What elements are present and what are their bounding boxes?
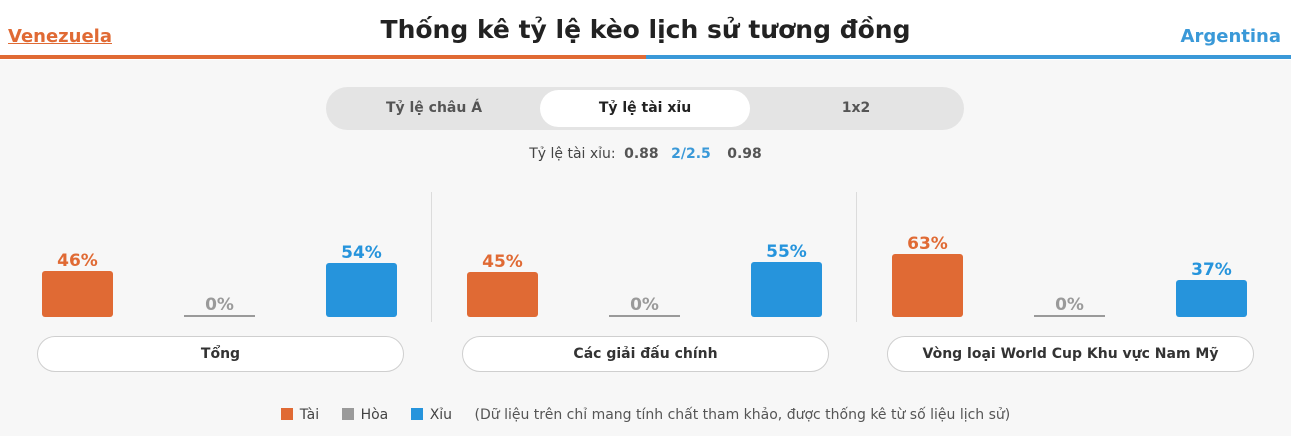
chart-major-leagues-title[interactable]: Các giải đấu chính [462, 336, 829, 372]
legend-item-over: Tài [280, 407, 319, 423]
bar-draw [1034, 315, 1105, 317]
legend-item-under: Xỉu [410, 407, 452, 423]
home-team-link[interactable]: Venezuela [8, 26, 112, 47]
chart-panel-wc-qualifiers: 63% 0% 37% Vòng loại World Cup Khu vực Nam… [882, 190, 1274, 380]
bar-over [467, 272, 538, 317]
bar-label-draw: 0% [205, 295, 234, 315]
chart-wc-qualifiers: 63% 0% 37% [892, 234, 1247, 317]
bar-over [42, 271, 113, 317]
bar-label-draw: 0% [630, 295, 659, 315]
legend-swatch-over [280, 408, 293, 420]
bar-draw [609, 315, 680, 317]
bar-label-over: 46% [57, 251, 98, 271]
chart-major-leagues: 45% 0% 55% [467, 242, 822, 317]
chart-total-title[interactable]: Tổng [37, 336, 404, 372]
bar-under [751, 262, 822, 317]
odds-label: Tỷ lệ tài xỉu: [529, 146, 616, 162]
panel-divider [431, 192, 432, 322]
legend-swatch-draw [341, 408, 354, 420]
legend-note: (Dữ liệu trên chỉ mang tính chất tham kh… [474, 407, 1011, 423]
bar-draw [184, 315, 255, 317]
chart-total: 46% 0% 54% [42, 243, 397, 317]
odds-under-value: 0.98 [727, 146, 762, 162]
odds-handicap-line: 2/2.5 [671, 146, 711, 162]
odds-line: Tỷ lệ tài xỉu: 0.88 2/2.5 0.98 [0, 146, 1291, 162]
odds-type-tabs: Tỷ lệ châu Á Tỷ lệ tài xỉu 1x2 [326, 87, 964, 130]
bar-label-under: 37% [1191, 260, 1232, 280]
away-color-bar [646, 55, 1291, 59]
legend-swatch-under [410, 408, 423, 420]
tab-over-under[interactable]: Tỷ lệ tài xỉu [540, 90, 750, 127]
legend-item-draw: Hòa [341, 407, 388, 423]
bar-label-under: 54% [341, 243, 382, 263]
bar-label-under: 55% [766, 242, 807, 262]
odds-over-value: 0.88 [624, 146, 659, 162]
chart-panel-major-leagues: 45% 0% 55% Các giải đấu chính [457, 190, 849, 380]
tab-1x2[interactable]: 1x2 [841, 100, 871, 116]
bar-over [892, 254, 963, 317]
panel-divider [856, 192, 857, 322]
home-color-bar [0, 55, 646, 59]
page-title: Thống kê tỷ lệ kèo lịch sử tương đồng [380, 15, 911, 44]
legend: Tài Hòa Xỉu (Dữ liệu trên chỉ mang tính … [0, 407, 1291, 423]
bar-label-over: 63% [907, 234, 948, 254]
bar-label-draw: 0% [1055, 295, 1084, 315]
chart-panel-total: 46% 0% 54% Tổng [32, 190, 424, 380]
bar-label-over: 45% [482, 252, 523, 272]
header: Venezuela Thống kê tỷ lệ kèo lịch sử tươ… [0, 0, 1291, 60]
away-team-link[interactable]: Argentina [1180, 26, 1281, 47]
chart-wc-qualifiers-title[interactable]: Vòng loại World Cup Khu vực Nam Mỹ [887, 336, 1254, 372]
bar-under [1176, 280, 1247, 317]
bar-under [326, 263, 397, 317]
tab-asian-handicap[interactable]: Tỷ lệ châu Á [385, 100, 483, 116]
